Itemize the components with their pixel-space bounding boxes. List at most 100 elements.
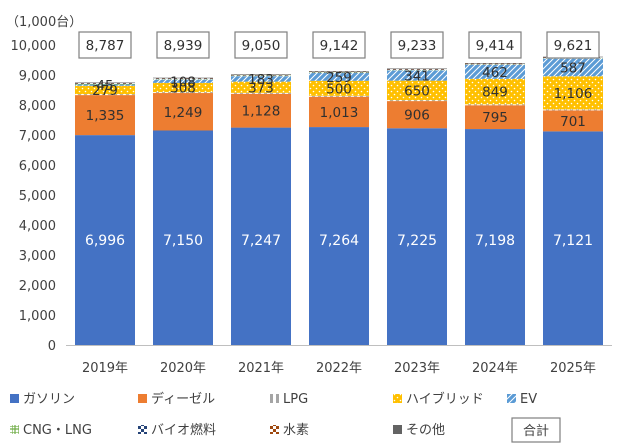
legend-swatch: [138, 425, 147, 434]
bar-segment-5: [75, 83, 135, 85]
bar-segment-3: [543, 76, 603, 110]
y-tick-label: 7,000: [19, 129, 56, 144]
bar-segment-7: [387, 69, 447, 70]
bar-segment-5: [387, 69, 447, 71]
bar-segment-7: [231, 74, 291, 76]
legend-swatch: [393, 394, 402, 403]
bar-segment-4: [231, 76, 291, 82]
bar-segment-1: [543, 110, 603, 132]
x-tick-label: 2025年: [550, 361, 596, 376]
bar-segment-4: [465, 64, 525, 79]
legend-swatch: [270, 394, 279, 403]
total-box: [390, 31, 444, 59]
data-label-4: 462: [482, 65, 508, 81]
bar-segment-1: [153, 93, 213, 131]
legend: ガソリン ディーゼル LPG ハイブリッド EV CNG・LNG バイオ燃料 水素 その他 合計: [10, 391, 561, 443]
bar-segment-3: [465, 78, 525, 105]
bar-segment-3: [231, 81, 291, 93]
bar-segment-1: [75, 95, 135, 136]
total-box: [78, 31, 132, 59]
data-label-1: 1,013: [320, 105, 359, 121]
bar-segment-8: [387, 68, 447, 70]
total-label: 8,787: [86, 38, 125, 54]
legend-label: LPG: [283, 392, 308, 407]
data-label-3: 373: [248, 80, 274, 96]
bar-segment-8: [75, 82, 135, 84]
data-label-1: 1,128: [242, 104, 281, 120]
bar-segment-4: [153, 79, 213, 83]
bar-segment-4: [309, 73, 369, 81]
y-tick-label: 1,000: [19, 309, 56, 324]
bar-segment-0: [75, 135, 135, 345]
data-label-0: 7,247: [241, 233, 281, 249]
x-tick-label: 2023年: [394, 361, 440, 376]
bar-segment-1: [465, 105, 525, 130]
data-label-0: 7,198: [475, 233, 515, 249]
bar-segment-0: [465, 129, 525, 345]
legend-label: バイオ燃料: [151, 422, 216, 438]
total-box: [468, 31, 522, 59]
data-label-3: 308: [170, 81, 196, 97]
bar-segment-3: [387, 80, 447, 101]
x-tick-label: 2022年: [316, 361, 362, 376]
bar-segment-4: [543, 58, 603, 77]
bar-segment-2: [231, 92, 291, 94]
data-label-4: 183: [248, 72, 274, 88]
data-label-1: 795: [482, 110, 508, 126]
legend-label: 水素: [283, 423, 309, 438]
data-label-0: 6,996: [85, 233, 125, 249]
data-label-4: 45: [96, 78, 113, 94]
bar-segment-7: [153, 78, 213, 79]
bar-segment-4: [387, 70, 447, 81]
legend-swatch: [270, 425, 279, 434]
y-tick-label: 9,000: [19, 69, 56, 84]
y-tick-label: 6,000: [19, 159, 56, 174]
data-label-3: 500: [326, 81, 352, 97]
data-label-4: 341: [404, 69, 430, 85]
bar-segment-3: [309, 80, 369, 96]
total-labels: 8,787 8,939 9,050 9,142 9,233 9,414 9,621: [78, 31, 600, 59]
legend-swatch: [393, 425, 402, 434]
total-label: 9,621: [554, 38, 593, 54]
total-legend-box: [511, 417, 561, 443]
total-box: [312, 31, 366, 59]
bar-segment-2: [465, 104, 525, 106]
y-tick-label: 8,000: [19, 99, 56, 114]
x-tick-label: 2019年: [82, 361, 128, 376]
legend-swatch: [10, 425, 19, 434]
total-label: 9,233: [398, 38, 437, 54]
x-tick-label: 2020年: [160, 361, 206, 376]
unit-label: （1,000台）: [6, 15, 82, 30]
bar-segment-8: [465, 63, 525, 64]
bar-segment-1: [387, 101, 447, 129]
data-label-1: 1,249: [164, 105, 203, 121]
bar-segment-2: [387, 100, 447, 102]
bar-segment-5: [153, 79, 213, 80]
legend-label: CNG・LNG: [23, 423, 92, 438]
data-label-4: 587: [560, 60, 586, 76]
data-label-4: 108: [170, 74, 196, 90]
legend-swatch: [10, 394, 19, 403]
legend-label: ディーゼル: [151, 391, 215, 407]
bar-segment-5: [309, 72, 369, 74]
data-label-3: 279: [92, 83, 118, 99]
bar-segment-5: [465, 64, 525, 65]
bar-segment-2: [75, 94, 135, 96]
total-label: 9,142: [320, 38, 359, 54]
bar-segment-4: [75, 84, 135, 86]
legend-label: その他: [406, 423, 445, 438]
bar-segment-0: [387, 128, 447, 345]
total-box: [156, 31, 210, 59]
bar-segment-1: [309, 96, 369, 128]
total-label: 8,939: [164, 38, 203, 54]
legend-swatch: [507, 394, 516, 403]
data-label-3: 1,106: [554, 86, 593, 102]
data-label-3: 650: [404, 83, 430, 99]
y-tick-label: 10,000: [11, 39, 57, 54]
bar-segment-0: [231, 127, 291, 345]
legend-swatch: [138, 394, 147, 403]
data-label-0: 7,264: [319, 233, 359, 249]
legend-label: ガソリン: [23, 392, 75, 407]
